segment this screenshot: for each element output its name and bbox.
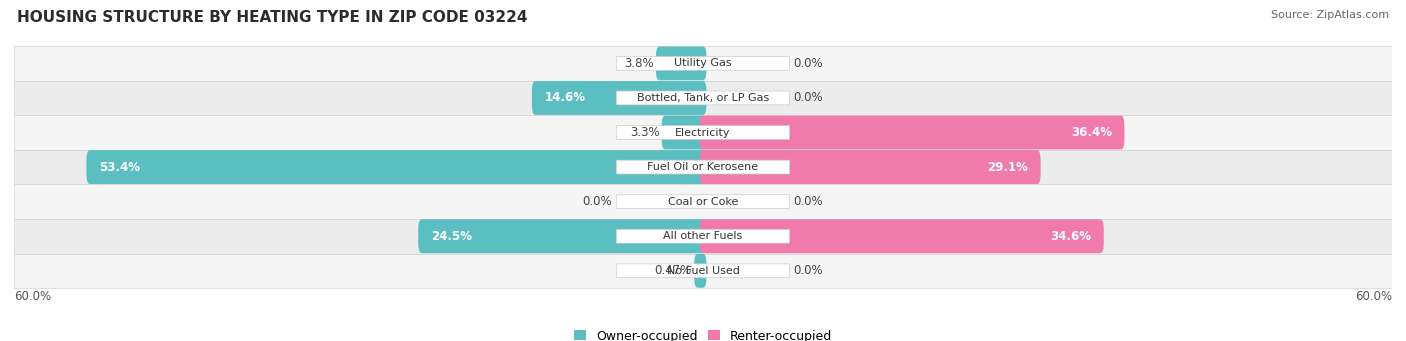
Text: 14.6%: 14.6% (544, 91, 585, 104)
Text: 36.4%: 36.4% (1071, 126, 1112, 139)
Text: Utility Gas: Utility Gas (675, 58, 731, 69)
Text: Source: ZipAtlas.com: Source: ZipAtlas.com (1271, 10, 1389, 20)
FancyBboxPatch shape (657, 46, 706, 80)
Text: 3.8%: 3.8% (624, 57, 654, 70)
FancyBboxPatch shape (14, 150, 1392, 184)
FancyBboxPatch shape (616, 264, 790, 278)
FancyBboxPatch shape (695, 254, 706, 288)
Text: 0.0%: 0.0% (794, 91, 824, 104)
FancyBboxPatch shape (14, 46, 1392, 81)
Text: 29.1%: 29.1% (987, 161, 1028, 174)
Text: 34.6%: 34.6% (1050, 230, 1091, 243)
FancyBboxPatch shape (14, 81, 1392, 115)
FancyBboxPatch shape (616, 57, 790, 70)
FancyBboxPatch shape (700, 116, 1125, 149)
FancyBboxPatch shape (14, 184, 1392, 219)
Text: Fuel Oil or Kerosene: Fuel Oil or Kerosene (647, 162, 759, 172)
FancyBboxPatch shape (616, 229, 790, 243)
Legend: Owner-occupied, Renter-occupied: Owner-occupied, Renter-occupied (574, 329, 832, 341)
FancyBboxPatch shape (616, 125, 790, 139)
Text: 0.0%: 0.0% (794, 57, 824, 70)
Text: 0.47%: 0.47% (655, 264, 692, 277)
Text: 53.4%: 53.4% (98, 161, 141, 174)
Text: 0.0%: 0.0% (794, 195, 824, 208)
FancyBboxPatch shape (418, 219, 706, 253)
FancyBboxPatch shape (14, 219, 1392, 253)
Text: Bottled, Tank, or LP Gas: Bottled, Tank, or LP Gas (637, 93, 769, 103)
FancyBboxPatch shape (700, 150, 1040, 184)
Text: No Fuel Used: No Fuel Used (666, 266, 740, 276)
Text: All other Fuels: All other Fuels (664, 231, 742, 241)
FancyBboxPatch shape (662, 116, 706, 149)
Text: 0.0%: 0.0% (582, 195, 612, 208)
Text: 60.0%: 60.0% (1355, 290, 1392, 303)
Text: 60.0%: 60.0% (14, 290, 51, 303)
FancyBboxPatch shape (616, 91, 790, 105)
Text: Electricity: Electricity (675, 128, 731, 137)
FancyBboxPatch shape (700, 219, 1104, 253)
FancyBboxPatch shape (616, 195, 790, 209)
FancyBboxPatch shape (86, 150, 706, 184)
Text: Coal or Coke: Coal or Coke (668, 197, 738, 207)
Text: 24.5%: 24.5% (430, 230, 472, 243)
FancyBboxPatch shape (14, 115, 1392, 150)
Text: 3.3%: 3.3% (630, 126, 659, 139)
Text: 0.0%: 0.0% (794, 264, 824, 277)
Text: HOUSING STRUCTURE BY HEATING TYPE IN ZIP CODE 03224: HOUSING STRUCTURE BY HEATING TYPE IN ZIP… (17, 10, 527, 25)
FancyBboxPatch shape (531, 81, 706, 115)
FancyBboxPatch shape (14, 253, 1392, 288)
FancyBboxPatch shape (616, 160, 790, 174)
